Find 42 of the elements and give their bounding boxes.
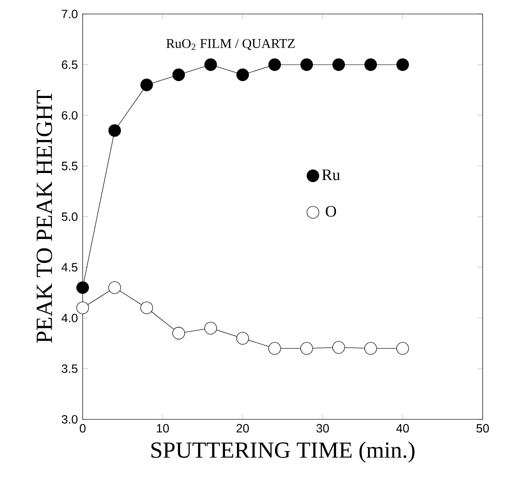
point	[268, 58, 281, 71]
point	[108, 124, 121, 137]
point	[108, 281, 121, 294]
point	[396, 342, 409, 355]
y-tick-label: 6.5	[62, 60, 78, 69]
legend-label: O	[326, 206, 336, 217]
y-axis-title: PEAK TO PEAK HEIGHT	[36, 90, 52, 343]
point	[268, 342, 281, 355]
point	[364, 58, 377, 71]
point	[364, 342, 377, 355]
point	[236, 68, 249, 82]
legend-label: Ru	[322, 170, 340, 180]
point	[332, 341, 345, 354]
point	[300, 342, 313, 355]
y-tick-label: 4.0	[62, 314, 78, 322]
x-tick-label: 10	[156, 424, 169, 433]
y-tick-label: 5.5	[62, 162, 78, 170]
y-tick-label: 7.0	[62, 10, 78, 18]
point	[140, 302, 153, 314]
y-tick-label: 3.0	[62, 415, 78, 424]
y-tick-label: 5.0	[62, 212, 78, 221]
point	[204, 58, 217, 71]
x-tick-label: 50	[476, 424, 489, 433]
x-tick-label: 20	[236, 424, 249, 433]
point	[172, 68, 185, 82]
point	[300, 58, 313, 71]
point	[140, 78, 153, 92]
point	[76, 281, 89, 294]
y-tick-label: 4.5	[62, 263, 78, 272]
x-tick-label: 30	[316, 424, 329, 433]
x-axis-title: SPUTTERING TIME (min.)	[151, 442, 414, 463]
point	[76, 302, 89, 314]
x-tick-label: 40	[396, 424, 409, 433]
y-tick-label: 3.5	[62, 364, 78, 373]
text: RuO$_{2}$ FILM / QUARTZ	[166, 39, 295, 50]
point	[236, 332, 249, 345]
point	[172, 326, 185, 340]
point	[204, 322, 217, 334]
point	[332, 58, 345, 71]
x-tick-label: 0	[80, 424, 86, 433]
y-tick-label: 6.0	[62, 111, 78, 120]
point	[396, 58, 409, 71]
